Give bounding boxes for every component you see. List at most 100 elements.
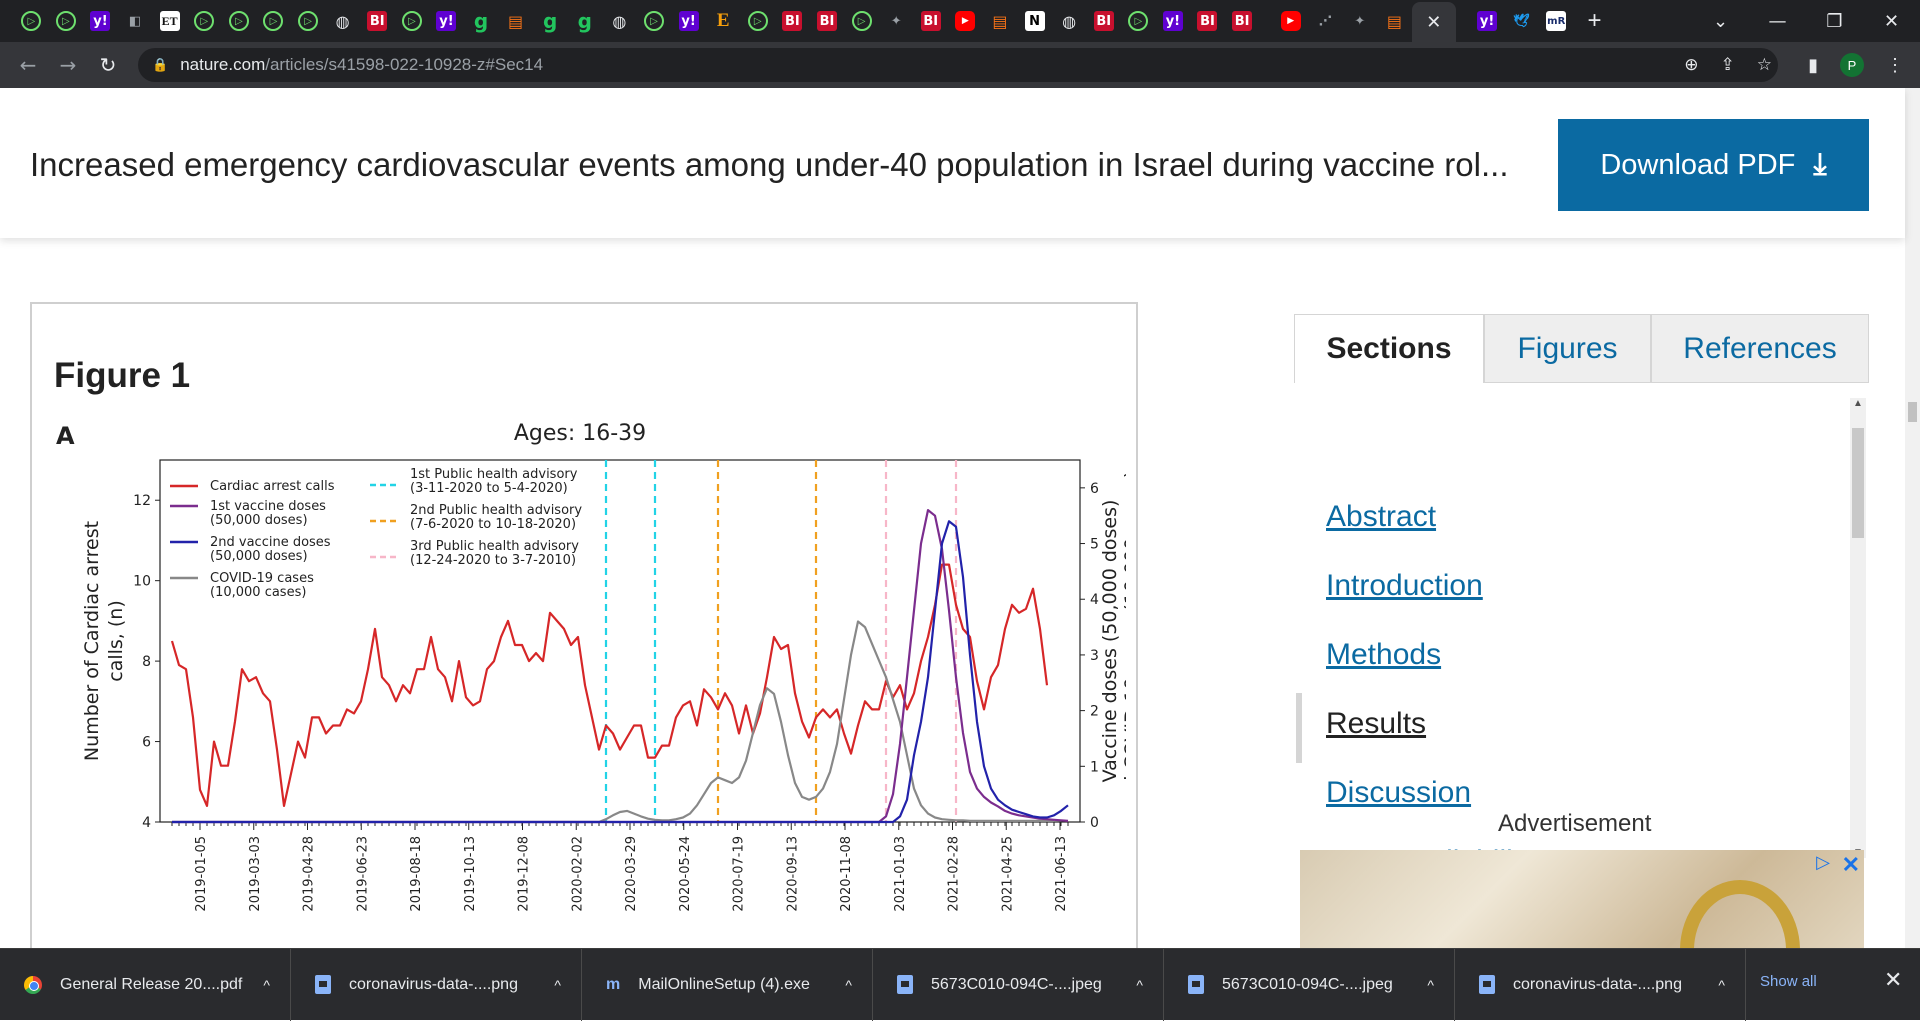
tab-right-1-dark-icon[interactable]: ⋰ bbox=[1308, 0, 1343, 42]
tab-27-yt-icon[interactable]: ▶ bbox=[948, 0, 983, 42]
advertisement-image[interactable]: ▷ ✕ bbox=[1300, 850, 1864, 948]
download-pdf-button[interactable]: Download PDF ⤓ bbox=[1558, 119, 1869, 211]
tab-19-yahoo-icon[interactable]: y! bbox=[671, 0, 706, 42]
chart-title: Ages: 16-39 bbox=[514, 421, 646, 446]
restore-button[interactable]: ❐ bbox=[1826, 10, 1843, 32]
sections-scrollbar[interactable]: ▲ ▼ bbox=[1850, 398, 1866, 858]
page-scrollbar[interactable] bbox=[1905, 88, 1920, 948]
tab-5-play-icon[interactable]: ▷ bbox=[187, 0, 222, 42]
section-link-results[interactable]: Results bbox=[1326, 707, 1427, 740]
download-item[interactable]: 5673C010-094C-....jpeg ^ bbox=[1164, 948, 1455, 1021]
tab-16-g9-icon[interactable]: g bbox=[568, 0, 603, 42]
tab-23-bi-icon[interactable]: BI bbox=[810, 0, 845, 42]
active-tab-close-icon[interactable]: ✕ bbox=[1411, 2, 1456, 42]
y2-axis-label: Vaccine doses (50,000 doses)and COVID-19… bbox=[1099, 471, 1126, 812]
download-item[interactable]: 5673C010-094C-....jpeg ^ bbox=[873, 948, 1164, 1021]
tab-26-bi-icon[interactable]: BI bbox=[913, 0, 948, 42]
tab-after-0-yahoo-icon[interactable]: y! bbox=[1470, 0, 1505, 42]
back-button[interactable]: ← bbox=[19, 53, 37, 77]
section-link-methods[interactable]: Methods bbox=[1326, 638, 1442, 671]
tab-after-2-mr-icon[interactable]: mR bbox=[1539, 0, 1574, 42]
sections-scroll-thumb[interactable] bbox=[1852, 428, 1864, 538]
download-options-chevron-icon[interactable]: ^ bbox=[263, 976, 270, 993]
tab-right-0-yt-icon[interactable]: ▶ bbox=[1273, 0, 1308, 42]
x-tick-label: 2020-03-29 bbox=[624, 836, 639, 912]
show-all-button[interactable]: Show all bbox=[1760, 973, 1817, 990]
close-shelf-icon[interactable]: ✕ bbox=[1884, 967, 1903, 992]
section-link-discussion[interactable]: Discussion bbox=[1326, 776, 1472, 809]
tab-25-misc-icon[interactable]: ✦ bbox=[879, 0, 914, 42]
tab-34-bi-icon[interactable]: BI bbox=[1190, 0, 1225, 42]
download-shelf: General Release 20....pdf ^ coronavirus-da… bbox=[0, 948, 1920, 1021]
scroll-up-icon[interactable]: ▲ bbox=[1853, 398, 1863, 409]
download-item[interactable]: m MailOnlineSetup (4).exe ^ bbox=[582, 948, 873, 1021]
legend-label: 1st vaccine doses bbox=[210, 499, 326, 514]
zoom-icon[interactable]: ⊕ bbox=[1684, 55, 1699, 74]
tab-9-globe-icon[interactable]: ◍ bbox=[325, 0, 360, 42]
tab-after-1-twitter-icon[interactable]: 🕊 bbox=[1504, 0, 1539, 42]
minimize-button[interactable]: — bbox=[1768, 10, 1787, 32]
download-item[interactable]: coronavirus-data-....png ^ bbox=[291, 948, 582, 1021]
figure-container[interactable]: Figure 1 Ages: 16-39 A 4 6 8 10 12 0 1 2 3 4 5 6 Numbe… bbox=[30, 302, 1138, 948]
tab-1-play-icon[interactable]: ▷ bbox=[49, 0, 84, 42]
section-link-introduction[interactable]: Introduction bbox=[1326, 569, 1483, 602]
reload-button[interactable]: ↻ bbox=[99, 53, 117, 77]
tab-right-3-orange-icon[interactable]: ▤ bbox=[1377, 0, 1412, 42]
browser-tab-strip: ▷ ▷ y! ◧ ET ▷ ▷ ▷ ▷ ◍ BI ▷ y! g ▤ g g ◍ ▷ y! E ▷ BI BI ▷ ✦ BI ▶ ▤ N ◍ B… bbox=[0, 0, 1920, 42]
menu-icon[interactable]: ⋮ bbox=[1886, 54, 1904, 75]
tab-29-n-icon[interactable]: N bbox=[1017, 0, 1052, 42]
tab-24-play-icon[interactable]: ▷ bbox=[844, 0, 879, 42]
tab-references[interactable]: References bbox=[1651, 314, 1869, 383]
ad-close-icon[interactable]: ✕ bbox=[1841, 852, 1860, 877]
tab-22-bi-icon[interactable]: BI bbox=[775, 0, 810, 42]
y-tick-label: 6 bbox=[142, 735, 151, 751]
tab-13-g9-icon[interactable]: g bbox=[464, 0, 499, 42]
tab-21-play-icon[interactable]: ▷ bbox=[740, 0, 775, 42]
profile-avatar[interactable]: P bbox=[1840, 53, 1864, 77]
tab-33-yahoo-icon[interactable]: y! bbox=[1156, 0, 1191, 42]
tab-20-e-icon[interactable]: E bbox=[706, 0, 741, 42]
tab-31-bi-icon[interactable]: BI bbox=[1086, 0, 1121, 42]
tab-15-g9-icon[interactable]: g bbox=[533, 0, 568, 42]
tab-right-2-misc-icon[interactable]: ✦ bbox=[1343, 0, 1378, 42]
tab-4-et-icon[interactable]: ET bbox=[152, 0, 187, 42]
bookmark-star-icon[interactable]: ☆ bbox=[1756, 55, 1772, 74]
download-options-chevron-icon[interactable]: ^ bbox=[1427, 976, 1434, 993]
tab-30-globe-icon[interactable]: ◍ bbox=[1052, 0, 1087, 42]
tab-17-globe-icon[interactable]: ◍ bbox=[602, 0, 637, 42]
adchoices-icon[interactable]: ▷ bbox=[1816, 852, 1830, 872]
tab-7-play-icon[interactable]: ▷ bbox=[256, 0, 291, 42]
download-options-chevron-icon[interactable]: ^ bbox=[1136, 976, 1143, 993]
download-options-chevron-icon[interactable]: ^ bbox=[1718, 976, 1725, 993]
tab-figures[interactable]: Figures bbox=[1484, 314, 1651, 383]
tab-sections[interactable]: Sections bbox=[1294, 314, 1484, 383]
tab-search-icon[interactable]: ⌄ bbox=[1712, 10, 1729, 32]
download-item[interactable]: coronavirus-data-....png ^ bbox=[1455, 948, 1746, 1021]
tab-0-play-icon[interactable]: ▷ bbox=[14, 0, 49, 42]
tab-18-play-icon[interactable]: ▷ bbox=[637, 0, 672, 42]
share-icon[interactable]: ⇪ bbox=[1720, 55, 1735, 74]
address-bar[interactable]: 🔒 nature.com/articles/s41598-022-10928-z… bbox=[138, 48, 1778, 82]
tab-3-tag-icon[interactable]: ◧ bbox=[118, 0, 153, 42]
download-options-chevron-icon[interactable]: ^ bbox=[554, 976, 561, 993]
tab-28-orange-icon[interactable]: ▤ bbox=[983, 0, 1018, 42]
tab-32-play-icon[interactable]: ▷ bbox=[1121, 0, 1156, 42]
side-panel-icon[interactable]: ▮ bbox=[1808, 54, 1818, 75]
download-options-chevron-icon[interactable]: ^ bbox=[845, 976, 852, 993]
tab-10-bi-icon[interactable]: BI bbox=[360, 0, 395, 42]
download-item[interactable]: General Release 20....pdf ^ bbox=[0, 948, 291, 1021]
forward-button[interactable]: → bbox=[59, 53, 77, 77]
tab-6-play-icon[interactable]: ▷ bbox=[222, 0, 257, 42]
close-window-button[interactable]: ✕ bbox=[1883, 10, 1900, 32]
tab-8-play-icon[interactable]: ▷ bbox=[291, 0, 326, 42]
tab-35-bi-icon[interactable]: BI bbox=[1225, 0, 1260, 42]
tab-12-yahoo-icon[interactable]: y! bbox=[429, 0, 464, 42]
page-scroll-thumb[interactable] bbox=[1908, 402, 1917, 422]
tab-2-yahoo-icon[interactable]: y! bbox=[83, 0, 118, 42]
new-tab-button[interactable]: + bbox=[1587, 7, 1602, 34]
section-link-abstract[interactable]: Abstract bbox=[1326, 500, 1437, 533]
tab-14-orange-icon[interactable]: ▤ bbox=[498, 0, 533, 42]
lock-icon[interactable]: 🔒 bbox=[152, 57, 169, 72]
tab-11-play-icon[interactable]: ▷ bbox=[395, 0, 430, 42]
